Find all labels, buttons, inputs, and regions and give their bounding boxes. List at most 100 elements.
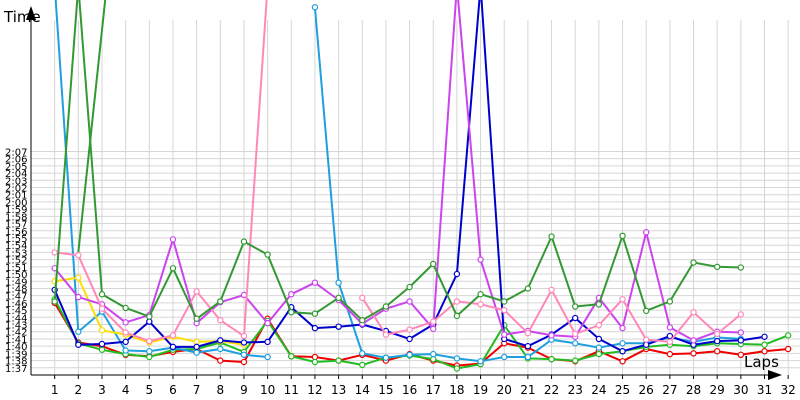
data-point [122,319,129,326]
x-tick-label: 30 [733,383,748,397]
data-point [311,353,319,361]
data-point [548,233,555,240]
x-tick-label: 23 [568,383,583,397]
x-tick-label: 24 [591,383,606,397]
data-point [75,274,82,281]
data-point [524,285,532,292]
data-point [217,345,224,353]
data-point [335,294,342,302]
data-point [737,264,745,271]
y-tick-label: 1:50 [5,270,27,281]
data-point [382,331,390,338]
data-point [264,251,271,258]
x-tick-label: 29 [710,383,725,397]
data-point [595,344,603,351]
x-tick-label: 5 [145,383,153,397]
y-tick-label: 1:57 [5,220,27,231]
x-tick-label: 12 [307,383,322,397]
data-point [524,329,532,337]
x-tick-label: 31 [757,383,772,397]
data-point [382,354,390,361]
data-point [643,307,650,315]
data-point [240,339,248,346]
y-tick-label: 2:01 [5,191,27,202]
data-point [737,329,745,336]
data-point [548,355,555,363]
y-axis-title: Time [3,8,41,26]
series-line-1 [53,302,789,367]
data-point [666,338,674,346]
x-tick-label: 25 [615,383,630,397]
data-point [122,338,129,346]
data-point [761,341,768,348]
data-point [595,301,603,308]
data-point [713,263,721,271]
y-tick-label: 1:37 [5,364,27,375]
data-point [169,265,177,272]
x-tick-label: 10 [260,383,275,397]
data-point [430,350,437,358]
y-tick-label: 1:45 [5,306,27,317]
data-point [264,319,271,327]
data-point [453,270,461,278]
data-point [98,305,106,312]
data-point [572,314,579,322]
data-point [75,328,82,335]
data-point [98,291,106,298]
data-point [240,351,248,359]
y-tick-label: 1:41 [5,335,27,346]
data-point [288,291,295,298]
data-point [311,310,319,317]
y-tick-label: 2:00 [5,198,27,209]
data-point [406,335,413,343]
data-point [217,337,224,344]
data-point [359,350,366,357]
data-point [619,296,626,303]
data-point [288,309,295,316]
y-tick-label: 1:58 [5,212,27,223]
data-point [264,338,271,346]
data-point [406,283,413,291]
data-point [146,318,153,325]
y-tick-label: 1:54 [5,241,27,252]
y-tick-label: 1:46 [5,299,27,310]
x-tick-label: 4 [122,383,130,397]
data-point [690,337,697,344]
data-point [619,232,626,240]
y-tick-label: 2:04 [5,169,27,180]
data-point [240,332,248,340]
data-point [335,279,342,286]
data-point [335,357,342,364]
x-tick-label: 19 [473,383,488,397]
data-point [453,355,461,362]
series-group [51,0,792,372]
y-tick-label: 1:43 [5,321,27,332]
data-point [75,341,82,348]
data-point [146,313,153,320]
axes: Time Laps [3,6,782,380]
x-tick-label: 18 [449,383,464,397]
data-point [761,333,768,340]
data-point [501,353,508,361]
data-point [75,293,82,301]
data-point [572,330,579,338]
y-tick-label: 2:02 [5,184,27,195]
data-point [122,304,129,312]
data-point [75,252,82,259]
x-tick-label: 9 [240,383,248,397]
data-point [240,238,248,245]
y-tick-label: 1:53 [5,248,27,259]
data-point [737,337,745,344]
data-point [406,351,413,359]
data-point [359,316,366,324]
x-axis-title: Laps [744,353,779,371]
data-point [666,324,674,331]
data-point [288,353,295,360]
series-line-8 [53,0,741,322]
data-point [501,331,508,338]
data-point [193,315,200,322]
x-tick-label: 15 [378,383,393,397]
y-tick-label: 1:48 [5,284,27,295]
y-tick-label: 1:51 [5,263,27,274]
data-point [643,341,650,348]
